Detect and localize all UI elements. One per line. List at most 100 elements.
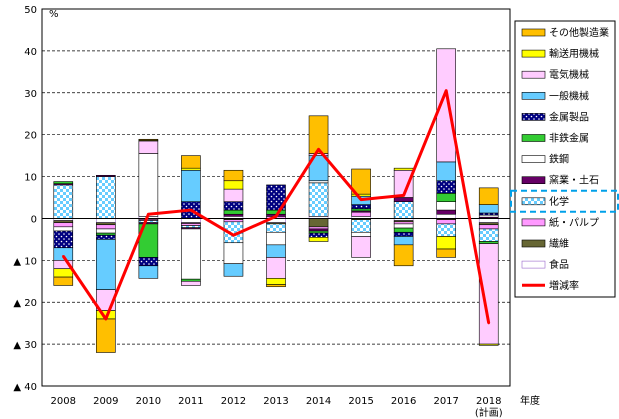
bar-segment	[53, 181, 74, 184]
legend-swatch	[521, 70, 546, 79]
legend-label: 電気機械	[549, 68, 589, 81]
bar-segment	[96, 318, 116, 353]
x-tick-label: 2011	[178, 396, 203, 407]
bar-segment	[436, 219, 456, 225]
x-tick-label: 2014	[306, 396, 331, 407]
line-point	[147, 213, 150, 216]
bar-segment	[436, 209, 456, 215]
bar-segment	[436, 161, 456, 182]
legend-swatch	[521, 113, 546, 121]
y-tick-label: ▲ 30	[13, 340, 37, 351]
bar-segment	[138, 257, 159, 267]
bar-segment	[351, 236, 371, 258]
bar-segment	[436, 248, 456, 258]
bar-segment	[436, 180, 456, 194]
bar-segment	[138, 140, 159, 154]
bar-segment	[266, 244, 286, 258]
line-layer	[62, 89, 491, 325]
line-point	[104, 317, 108, 321]
x-axis-label: 年度	[520, 394, 540, 407]
x-tick-label: 2015	[348, 396, 373, 407]
x-tick-note: (計画)	[475, 406, 503, 419]
bar-segment	[351, 211, 371, 217]
bar-segment	[478, 241, 499, 244]
bar-segment	[96, 239, 116, 290]
legend-label: 一般機械	[549, 89, 589, 102]
bar-segment	[96, 232, 116, 236]
bar-segment	[181, 225, 201, 228]
y-tick-label: 50	[24, 5, 37, 16]
bar-segment	[96, 218, 116, 223]
bar-segment	[478, 187, 499, 205]
x-tick-label: 2009	[93, 396, 118, 407]
bar-segment	[223, 169, 244, 182]
line-point	[62, 254, 65, 258]
x-tick-label: 2016	[391, 396, 416, 407]
bar-segment	[53, 230, 74, 249]
bar-segment	[96, 228, 116, 234]
grid-lines	[42, 50, 510, 345]
bar-segment	[351, 168, 371, 195]
bar-segment	[351, 193, 371, 197]
legend-swatch	[521, 197, 546, 206]
bar-segment	[393, 197, 414, 202]
bar-segment	[308, 230, 329, 234]
bar-segment	[223, 213, 244, 217]
bar-segment	[266, 231, 286, 246]
bar-segment	[478, 224, 499, 230]
bar-segment	[181, 228, 201, 280]
y-tick-label: 40	[24, 47, 37, 58]
bar-segment	[53, 220, 74, 223]
bar-segment	[393, 167, 414, 171]
legend-label: 紙・パルプ	[549, 216, 599, 229]
bar-segment	[436, 223, 456, 237]
x-tick-label: 2012	[221, 396, 246, 407]
bar-segment	[436, 48, 456, 163]
bar-segment	[223, 180, 244, 190]
legend-label: 輸送用機械	[549, 47, 599, 60]
legend-label: 非鉄金属	[549, 132, 589, 145]
y-axis-ticks: 50 40 30 20 10 0 ▲ 10 ▲ 20 ▲ 30 ▲ 40	[13, 5, 37, 393]
bar-segment	[181, 169, 201, 202]
bar-segment	[266, 257, 286, 279]
bar-segment	[266, 278, 286, 285]
bar-segment	[223, 201, 244, 211]
legend-swatch	[521, 176, 546, 184]
bar-segment	[478, 218, 499, 223]
bar-segment	[181, 280, 201, 286]
bar-segment	[53, 276, 74, 286]
legend-label: 鉄鋼	[549, 153, 569, 166]
x-tick-label: 2017	[433, 396, 458, 407]
bar-segment	[308, 218, 329, 228]
y-unit-label: %	[49, 9, 59, 20]
bar-segment	[436, 193, 456, 202]
bar-segment	[266, 223, 286, 233]
bar-segment	[223, 242, 244, 264]
legend-label: 窯業・土石	[549, 174, 599, 187]
bar-segment	[478, 228, 499, 242]
x-tick-label: 2010	[136, 396, 161, 407]
bar-segment	[393, 236, 414, 246]
bar-segment	[393, 231, 414, 237]
bar-segment	[308, 115, 329, 154]
line-point	[317, 148, 320, 151]
line-point	[487, 321, 490, 325]
line-point	[444, 89, 448, 92]
bar-segment	[308, 236, 329, 242]
bar-segment	[53, 268, 74, 278]
bar-segment	[393, 223, 414, 229]
bar-segment	[53, 226, 74, 232]
bar-segment	[393, 227, 414, 233]
bar-segment	[96, 176, 116, 219]
bar-segment	[308, 226, 329, 230]
legend-label: その他製造業	[549, 26, 609, 39]
legend-swatch	[521, 155, 546, 163]
bar-segment	[138, 138, 159, 141]
y-tick-label: 20	[24, 131, 37, 142]
y-tick-label: 10	[24, 173, 37, 184]
legend-swatch	[521, 134, 546, 142]
bar-segment	[478, 222, 499, 226]
y-tick-label: ▲ 40	[13, 382, 37, 393]
legend-swatch	[521, 92, 546, 100]
bar-segment	[96, 222, 116, 226]
